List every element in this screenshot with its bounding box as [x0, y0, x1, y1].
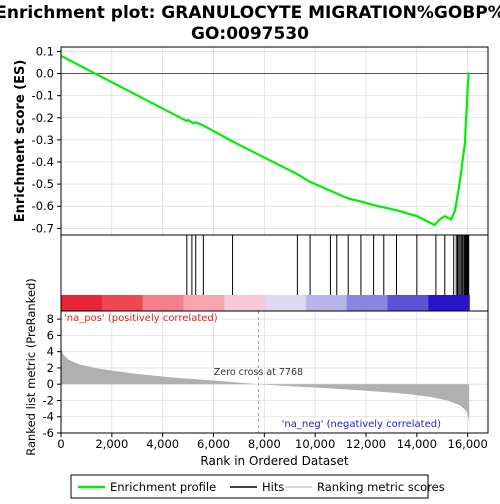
metric-tick-label-y: -2 [43, 393, 54, 407]
metric-tick-label-y: 0 [47, 377, 54, 391]
legend-label: Hits [262, 480, 284, 494]
zero-cross-label: Zero cross at 7768 [214, 367, 303, 378]
es-tick-label-y: -0.2 [32, 111, 54, 125]
ranking-metric-area [61, 348, 470, 430]
es-tick-label-y: -0.1 [32, 89, 54, 103]
heatmap-segment [142, 295, 185, 311]
x-tick-label: 0 [57, 437, 64, 451]
pos-label: 'na_pos' (positively correlated) [64, 313, 218, 324]
legend-label: Enrichment profile [110, 480, 216, 494]
es-tick-label-y: 0.1 [36, 44, 54, 58]
x-tick-label: 12,000 [346, 437, 386, 451]
heatmap-segment [387, 295, 429, 311]
heatmap-segment [224, 295, 266, 311]
legend-label: Ranking metric scores [317, 480, 445, 494]
es-tick-label-y: -0.3 [32, 133, 54, 147]
metric-tick-label-y: 6 [47, 328, 54, 342]
legend-item: Enrichment profile [78, 480, 216, 494]
metric-panel: 8 6 4 2 0 -2 -4 -6 Zero cross at 7768 'na_pos' (p… [24, 278, 489, 468]
x-axis-label: Rank in Ordered Dataset [200, 454, 348, 468]
x-tick-label: 4,000 [146, 437, 179, 451]
heatmap-segment [265, 295, 307, 311]
x-tick-label: 8,000 [248, 437, 281, 451]
hits-panel [60, 234, 489, 312]
chart-title-line-2: GO:0097530 [191, 24, 309, 44]
enrichment-profile-line [60, 54, 470, 227]
legend-item: Ranking metric scores [285, 480, 445, 494]
es-panel: 0.1 0.0 -0.1 -0.2 -0.3 -0.4 -0.5 -0.6 -0.7 Enrich… [13, 44, 489, 236]
metric-tick-label-y: 2 [47, 361, 54, 375]
hits-area [61, 235, 488, 295]
x-tick-label: 2,000 [95, 437, 128, 451]
x-tick-label: 16,000 [448, 437, 488, 451]
x-tick-label: 14,000 [397, 437, 437, 451]
es-tick-label-y: -0.7 [32, 221, 54, 235]
heatmap-segment [305, 295, 348, 311]
metric-tick-label-y: 8 [47, 312, 54, 326]
es-plot-area [61, 47, 488, 235]
chart-title: Enrichment plot: GRANULOCYTE MIGRATION%G… [0, 3, 500, 44]
neg-label: 'na_neg' (negatively correlated) [282, 419, 441, 430]
metric-tick-label-y: 4 [47, 345, 54, 359]
metric-frame [60, 310, 489, 434]
heatmap-segment [346, 295, 389, 311]
metric-tick-label-y: -6 [43, 426, 54, 440]
es-tick-label-y: -0.4 [32, 155, 54, 169]
es-tick-label-y: -0.5 [32, 177, 54, 191]
es-tick-label-y: -0.6 [32, 199, 54, 213]
legend-item: Hits [230, 480, 284, 494]
heatmap-segment [183, 295, 225, 311]
es-tick-label-y: 0.0 [36, 67, 54, 81]
metric-axis-label: Ranked list metric (PreRanked) [24, 278, 38, 456]
es-axis-label: Enrichment score (ES) [13, 60, 28, 223]
chart-title-line-1: Enrichment plot: GRANULOCYTE MIGRATION%G… [0, 3, 500, 23]
heatmap-segment [101, 295, 144, 311]
metric-tick-label-y: -4 [43, 410, 54, 424]
legend: Enrichment profile Hits Ranking metric sco… [70, 474, 445, 499]
heatmap-segment [428, 295, 470, 311]
x-tick-label: 10,000 [295, 437, 335, 451]
heatmap-segment [61, 295, 103, 311]
x-tick-label: 6,000 [197, 437, 230, 451]
